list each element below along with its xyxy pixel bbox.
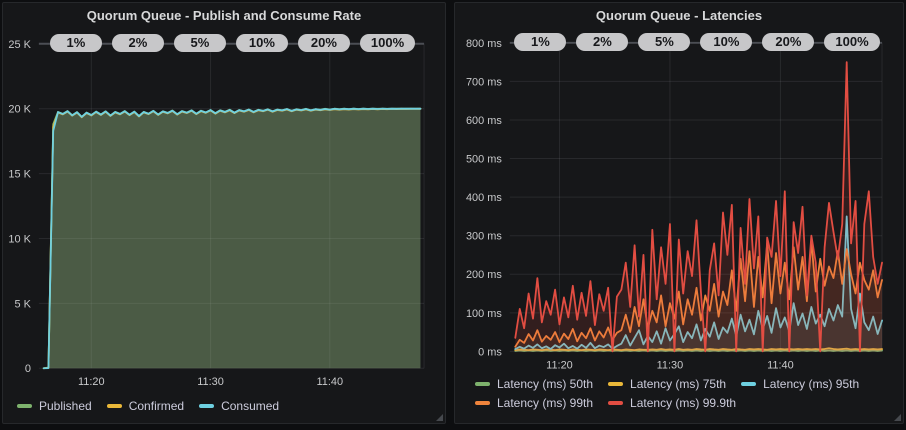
legend-label: Published xyxy=(39,399,92,413)
legend-item[interactable]: Latency (ms) 99th xyxy=(475,396,593,410)
panel-publish-consume-rate: Quorum Queue - Publish and Consume Rate … xyxy=(2,2,446,424)
series-area xyxy=(43,108,421,369)
y-tick-label: 400 ms xyxy=(466,192,502,204)
y-tick-label: 10 K xyxy=(8,233,31,245)
latency-chart-canvas[interactable]: 0 ms 100 ms 200 ms 300 ms 400 ms 500 ms 600 ms… xyxy=(455,3,903,423)
x-tick-label: 11:20 xyxy=(78,376,105,388)
legend-item[interactable]: Latency (ms) 75th xyxy=(608,377,726,391)
annotation-marker[interactable]: 5% xyxy=(173,34,226,52)
annotation-marker[interactable]: 100% xyxy=(359,34,416,52)
y-tick-label: 500 ms xyxy=(466,154,502,166)
y-tick-label: 800 ms xyxy=(466,38,502,50)
y-tick-label: 300 ms xyxy=(466,231,502,243)
series-area xyxy=(43,108,421,369)
y-tick-label: 25 K xyxy=(8,39,31,51)
legend-item[interactable]: Latency (ms) 95th xyxy=(741,377,859,391)
annotation-marker[interactable]: 100% xyxy=(824,33,880,51)
annotation-marker[interactable]: 2% xyxy=(576,33,629,51)
legend-label: Latency (ms) 99th xyxy=(497,396,594,410)
legend-item[interactable]: Confirmed xyxy=(106,399,185,413)
panel-title[interactable]: Quorum Queue - Publish and Consume Rate xyxy=(86,8,362,23)
legend-swatch-icon xyxy=(17,404,32,408)
legend-item[interactable]: Latency (ms) 50th xyxy=(475,377,593,391)
legend-swatch-icon xyxy=(475,401,490,405)
y-tick-label: 5 K xyxy=(14,298,31,310)
annotation-marker[interactable]: 2% xyxy=(111,34,164,52)
y-tick-label: 0 ms xyxy=(478,346,502,358)
annotation-marker[interactable]: 20% xyxy=(297,34,350,52)
legend-item[interactable]: Latency (ms) 99.9th xyxy=(608,396,736,410)
legend-item[interactable]: Published xyxy=(17,399,92,413)
x-tick-label: 11:20 xyxy=(546,359,573,371)
legend-swatch-icon xyxy=(199,404,215,408)
x-tick-label: 11:40 xyxy=(767,359,794,371)
series-area xyxy=(515,216,883,352)
legend-label: Latency (ms) 95th xyxy=(763,377,860,391)
legend-label: Confirmed xyxy=(128,399,185,413)
series-line xyxy=(514,240,883,348)
annotation-marker[interactable]: 5% xyxy=(638,33,691,51)
legend-swatch-icon xyxy=(608,382,624,386)
annotation-pill-row: 1% 2% 5% 10% 20% 100% xyxy=(510,33,884,51)
legend-swatch-icon xyxy=(106,404,122,408)
y-tick-label: 700 ms xyxy=(466,76,502,88)
x-tick-label: 11:30 xyxy=(197,376,224,388)
legend-label: Latency (ms) 99.9th xyxy=(630,396,737,410)
legend-swatch-icon xyxy=(475,382,490,386)
legend-row: Latency (ms) 99th Latency (ms) 99.9th xyxy=(475,396,874,410)
legend-label: Consumed xyxy=(221,399,280,413)
panel-latencies: Quorum Queue - Latencies 0 ms 100 ms 200 m… xyxy=(454,2,904,424)
annotation-marker[interactable]: 1% xyxy=(49,34,102,52)
rate-chart-legend: Published Confirmed Consumed xyxy=(17,399,294,418)
annotation-marker[interactable]: 20% xyxy=(762,33,815,51)
annotation-marker[interactable]: 10% xyxy=(700,33,753,51)
y-tick-label: 20 K xyxy=(8,104,31,116)
series-line xyxy=(514,61,883,353)
panel-title[interactable]: Quorum Queue - Latencies xyxy=(595,8,763,23)
annotation-pill-row: 1% 2% 5% 10% 20% 100% xyxy=(39,34,426,52)
rate-chart-canvas[interactable]: 0 5 K 10 K 15 K 20 K 25 K 11:20 11:30 11:40 xyxy=(3,3,445,423)
annotation-marker[interactable]: 10% xyxy=(235,34,288,52)
series-area xyxy=(43,108,421,369)
y-tick-label: 200 ms xyxy=(466,269,502,281)
series-line xyxy=(42,107,422,370)
x-tick-label: 11:30 xyxy=(657,359,684,371)
panel-resize-handle[interactable] xyxy=(894,414,901,421)
legend-swatch-icon xyxy=(608,401,624,405)
y-tick-label: 0 xyxy=(25,363,31,375)
annotation-marker[interactable]: 1% xyxy=(514,33,567,51)
series-area xyxy=(515,62,883,352)
y-tick-label: 100 ms xyxy=(466,308,502,320)
legend-label: Latency (ms) 75th xyxy=(630,377,727,391)
y-tick-label: 600 ms xyxy=(466,115,502,127)
legend-item[interactable]: Consumed xyxy=(199,399,279,413)
panel-resize-handle[interactable] xyxy=(436,414,443,421)
latency-chart-legend: Latency (ms) 50th Latency (ms) 75th Latenc… xyxy=(475,377,874,415)
y-tick-label: 15 K xyxy=(8,169,31,181)
legend-label: Latency (ms) 50th xyxy=(497,377,594,391)
legend-row: Latency (ms) 50th Latency (ms) 75th Latenc… xyxy=(475,377,874,391)
legend-row: Published Confirmed Consumed xyxy=(17,399,294,413)
legend-swatch-icon xyxy=(741,382,757,386)
x-tick-label: 11:40 xyxy=(317,376,344,388)
